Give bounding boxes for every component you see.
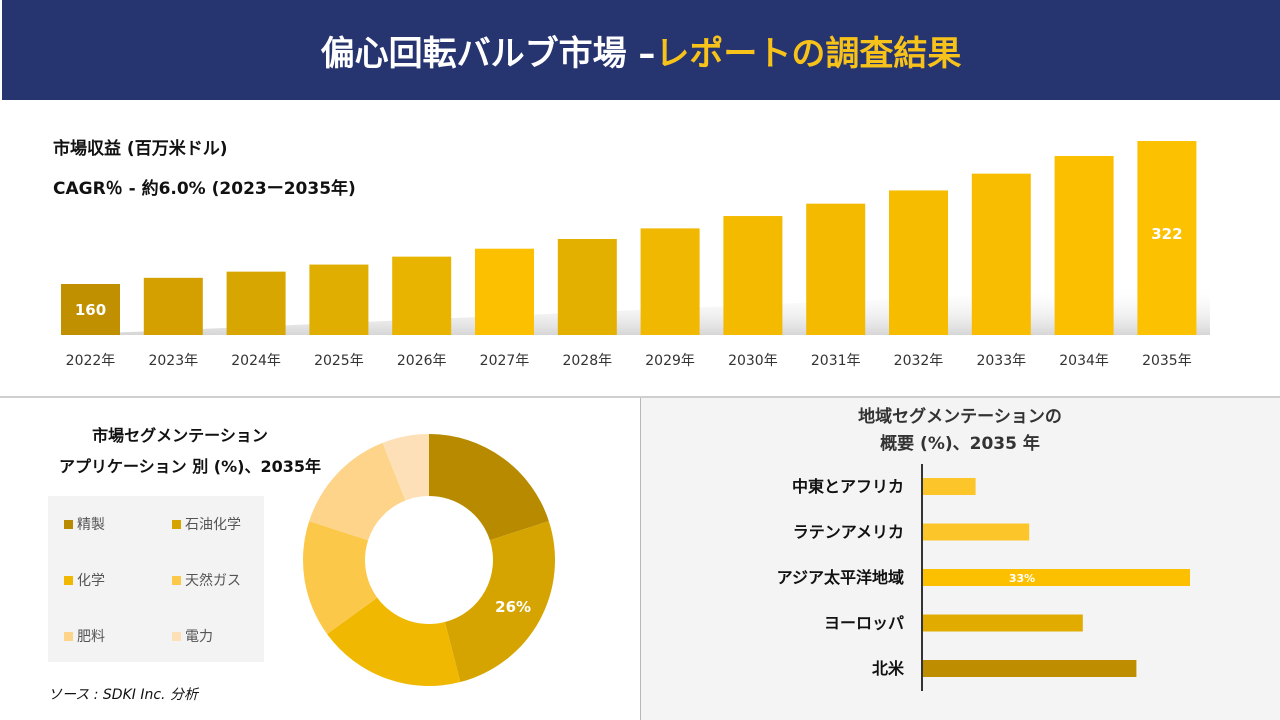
bar-ヨーロッパ xyxy=(922,614,1083,632)
bar-2027年 xyxy=(475,248,534,335)
legend-swatch xyxy=(64,519,73,529)
bar-2024年 xyxy=(226,271,286,335)
pie-title-line1: 市場セグメンテーション xyxy=(92,426,268,445)
category-label: ヨーロッパ xyxy=(824,614,904,633)
legend-item: 化学 xyxy=(64,570,105,590)
slice-電力 xyxy=(382,434,429,501)
legend-label: 天然ガス xyxy=(185,573,241,589)
legend-swatch xyxy=(172,575,181,585)
category-label: ラテンアメリカ xyxy=(793,523,904,542)
legend-swatch xyxy=(64,575,73,585)
pie-title-line2: アプリケーション 別 (%)、2035年 xyxy=(58,457,321,476)
revenue-bar-chart: 2022年 160 2023年 2024年 2025年 2026年 2027年 2028年 20… xyxy=(60,141,1210,369)
cagr-text: CAGR％ - 約6.0% (2023ー2035年) xyxy=(53,179,356,199)
legend-swatch xyxy=(172,519,181,529)
legend-swatch xyxy=(64,631,73,641)
bar-北米 xyxy=(922,660,1137,677)
x-tick-label: 2030年 xyxy=(728,353,778,369)
divider xyxy=(0,396,1280,398)
legend-item: 天然ガス xyxy=(172,570,241,590)
x-tick-label: 2033年 xyxy=(976,353,1026,369)
region-title-line1: 地域セグメンテーションの xyxy=(858,407,1062,427)
bar-2034年 xyxy=(1054,156,1114,335)
x-tick-label: 2022年 xyxy=(66,353,116,369)
slice-石油化学 xyxy=(444,521,555,683)
bar-2022年 xyxy=(61,284,120,335)
legend-item: 精製 xyxy=(64,514,105,534)
bar-2028年 xyxy=(557,238,617,335)
legend-swatch xyxy=(172,631,181,641)
legend-item: 電力 xyxy=(172,626,213,646)
x-tick-label: 2026年 xyxy=(397,353,447,369)
data-label: 160 xyxy=(75,301,106,319)
x-tick-label: 2029年 xyxy=(645,353,695,369)
bar-2033年 xyxy=(971,173,1031,335)
x-tick-label: 2031年 xyxy=(811,353,861,369)
legend-item: 肥料 xyxy=(64,626,105,646)
title-highlight: レポートの調査結果 xyxy=(655,33,962,74)
legend-label: 肥料 xyxy=(77,629,105,645)
legend-item: 石油化学 xyxy=(172,514,241,534)
data-label: 33% xyxy=(1009,572,1035,585)
pie-legend: 精製 石油化学化学 天然ガス肥料 電力 xyxy=(48,496,264,662)
bar-ラテンアメリカ xyxy=(922,523,1030,541)
pie-title: 市場セグメンテーションアプリケーション 別 (%)、2035年 xyxy=(30,420,330,482)
x-tick-label: 2025年 xyxy=(314,353,364,369)
bar-2030年 xyxy=(723,216,783,335)
x-tick-label: 2024年 xyxy=(231,353,281,369)
bar-2031年 xyxy=(806,203,866,335)
legend-label: 石油化学 xyxy=(185,517,241,533)
page-header: 偏心回転バルブ市場 – レポートの調査結果 xyxy=(2,0,1280,100)
category-label: アジア太平洋地域 xyxy=(777,568,904,587)
category-label: 中東とアフリカ xyxy=(792,477,904,496)
region-title: 地域セグメンテーションの 概要 (%)、2035 年 xyxy=(640,404,1280,458)
bar-2029年 xyxy=(640,228,700,335)
data-label: 322 xyxy=(1151,225,1182,243)
x-tick-label: 2032年 xyxy=(894,353,944,369)
x-tick-label: 2028年 xyxy=(562,353,612,369)
legend-label: 電力 xyxy=(185,629,213,645)
title-main: 偏心回転バルブ市場 – xyxy=(320,33,656,74)
slice-肥料 xyxy=(309,442,406,541)
slice-化学 xyxy=(327,597,461,686)
bar-2025年 xyxy=(309,264,369,335)
slice-精製 xyxy=(429,434,549,541)
bar-アジア太平洋地域 xyxy=(922,569,1190,586)
data-label: 26% xyxy=(495,598,531,616)
bar-2026年 xyxy=(392,256,452,335)
bar-2023年 xyxy=(143,277,203,335)
x-tick-label: 2023年 xyxy=(148,353,198,369)
x-tick-label: 2035年 xyxy=(1142,353,1192,369)
slice-天然ガス xyxy=(303,521,378,635)
category-label: 北米 xyxy=(872,659,905,678)
source-note: ソース : SDKI Inc. 分析 xyxy=(48,687,198,703)
bar-2032年 xyxy=(889,190,948,335)
bar-中東とアフリカ xyxy=(922,478,976,495)
legend-label: 精製 xyxy=(77,517,105,533)
application-donut-chart: 26% xyxy=(303,434,555,686)
x-tick-label: 2027年 xyxy=(480,353,530,369)
x-tick-label: 2034年 xyxy=(1059,353,1109,369)
legend-label: 化学 xyxy=(77,573,105,589)
region-title-line2: 概要 (%)、2035 年 xyxy=(880,434,1040,454)
revenue-subtitle: 市場収益 (百万米ドル) xyxy=(53,139,228,159)
bar-2035年 xyxy=(1137,141,1197,335)
